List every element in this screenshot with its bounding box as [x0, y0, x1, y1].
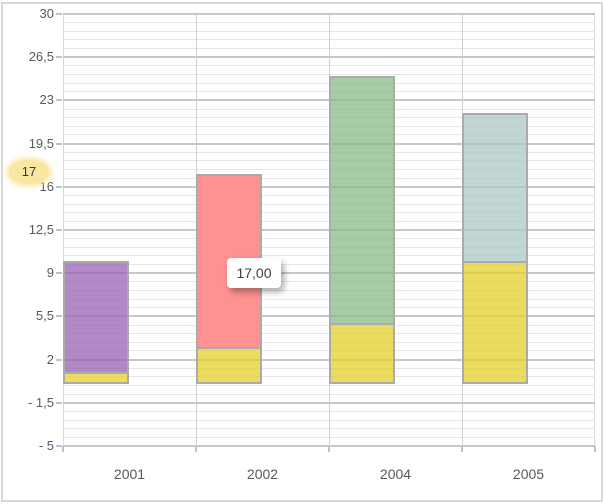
y-axis-tick [56, 445, 62, 447]
bar-2004-top-segment[interactable] [329, 75, 395, 323]
bar-2001-top-segment[interactable] [63, 260, 129, 372]
y-axis-label: 30 [39, 6, 54, 21]
x-axis-tick [195, 446, 197, 452]
y-axis-label: 2 [46, 351, 54, 367]
y-axis-label: 9 [46, 265, 54, 281]
value-tooltip: 17,00 [227, 258, 281, 288]
x-axis-tick [328, 446, 330, 452]
x-axis-label: 2004 [379, 466, 412, 482]
y-axis-tick [56, 401, 62, 404]
x-axis-label: 2001 [113, 466, 146, 482]
y-axis-label: 16 [39, 178, 54, 194]
y-axis-tick [56, 358, 62, 361]
x-axis-tick [62, 446, 64, 452]
bar-2005-bottom-segment[interactable] [462, 260, 528, 385]
y-axis-label: - 5 [38, 438, 54, 453]
y-axis-label: 12,5 [28, 222, 54, 237]
bar-2001-bottom-segment[interactable] [63, 371, 129, 385]
y-axis-tick [56, 99, 62, 102]
y-axis-label: 23 [39, 92, 54, 108]
y-axis-label: 26,5 [28, 49, 54, 65]
y-axis-label: 19,5 [28, 135, 54, 151]
y-axis-label: - 1,5 [27, 394, 54, 410]
y-axis-tick [56, 56, 62, 59]
y-axis-tick [56, 13, 62, 15]
highlighted-y-value-17: 17 [9, 160, 49, 184]
x-axis-tick [594, 446, 596, 452]
y-axis-tick [56, 229, 62, 231]
y-axis-tick [56, 185, 62, 188]
bar-2005-top-segment[interactable] [462, 112, 528, 261]
y-axis-tick [56, 142, 62, 145]
y-axis-tick [56, 315, 62, 318]
y-axis-tick [56, 272, 62, 275]
y-axis-label: 5,5 [35, 308, 54, 324]
bar-2004-bottom-segment[interactable] [329, 322, 395, 385]
x-axis-label: 2002 [246, 466, 279, 482]
x-axis-tick [461, 446, 463, 452]
x-axis-label: 2005 [512, 466, 545, 482]
bar-2002-bottom-segment[interactable] [196, 347, 262, 385]
